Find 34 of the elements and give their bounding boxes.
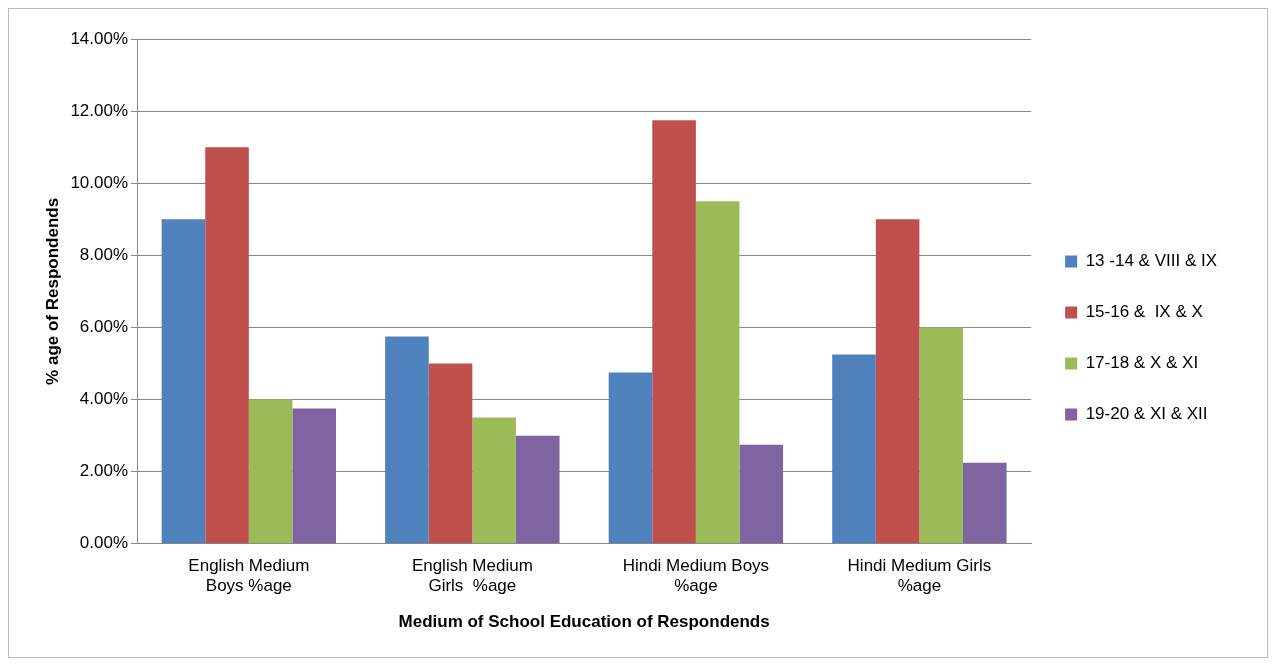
- bar: [515, 435, 560, 544]
- legend-label: 13 -14 & VIII & IX: [1085, 251, 1217, 271]
- y-tick-label: 10.00%: [70, 172, 129, 192]
- bar: [608, 372, 653, 544]
- bar: [292, 408, 336, 544]
- y-tick-label: 14.00%: [70, 28, 129, 48]
- bar: [962, 462, 1007, 544]
- x-tick-label: Hindi Medium Girls %age: [847, 555, 992, 596]
- bar: [739, 444, 784, 544]
- x-axis-title: Medium of School Education of Respondends: [398, 612, 770, 632]
- y-tick-label: 12.00%: [70, 100, 129, 120]
- y-tick-label: 6.00%: [79, 317, 129, 337]
- x-tick-label: English Medium Girls %age: [411, 555, 533, 596]
- bar: [832, 354, 876, 544]
- y-tick-label: 8.00%: [79, 245, 129, 265]
- y-tick-label: 4.00%: [79, 389, 129, 409]
- bar: [428, 363, 473, 544]
- bar: [695, 201, 740, 544]
- bar: [875, 219, 920, 544]
- bar: [205, 147, 249, 544]
- x-tick-label: Hindi Medium Boys %age: [622, 555, 770, 596]
- y-axis-title: % age of Respondends: [42, 197, 62, 385]
- bar: [472, 417, 516, 544]
- bar: [652, 120, 696, 544]
- bar: [248, 399, 293, 544]
- y-tick-label: 0.00%: [79, 533, 129, 553]
- bar: [161, 219, 206, 544]
- y-tick-label: 2.00%: [79, 461, 129, 481]
- legend-label: 17-18 & X & XI: [1085, 353, 1199, 373]
- legend-label: 19-20 & XI & XII: [1085, 404, 1208, 424]
- bar: [385, 336, 429, 544]
- bar: [919, 327, 963, 544]
- legend-label: 15-16 & IX & X: [1085, 302, 1203, 322]
- x-tick-label: English Medium Boys %age: [188, 555, 310, 596]
